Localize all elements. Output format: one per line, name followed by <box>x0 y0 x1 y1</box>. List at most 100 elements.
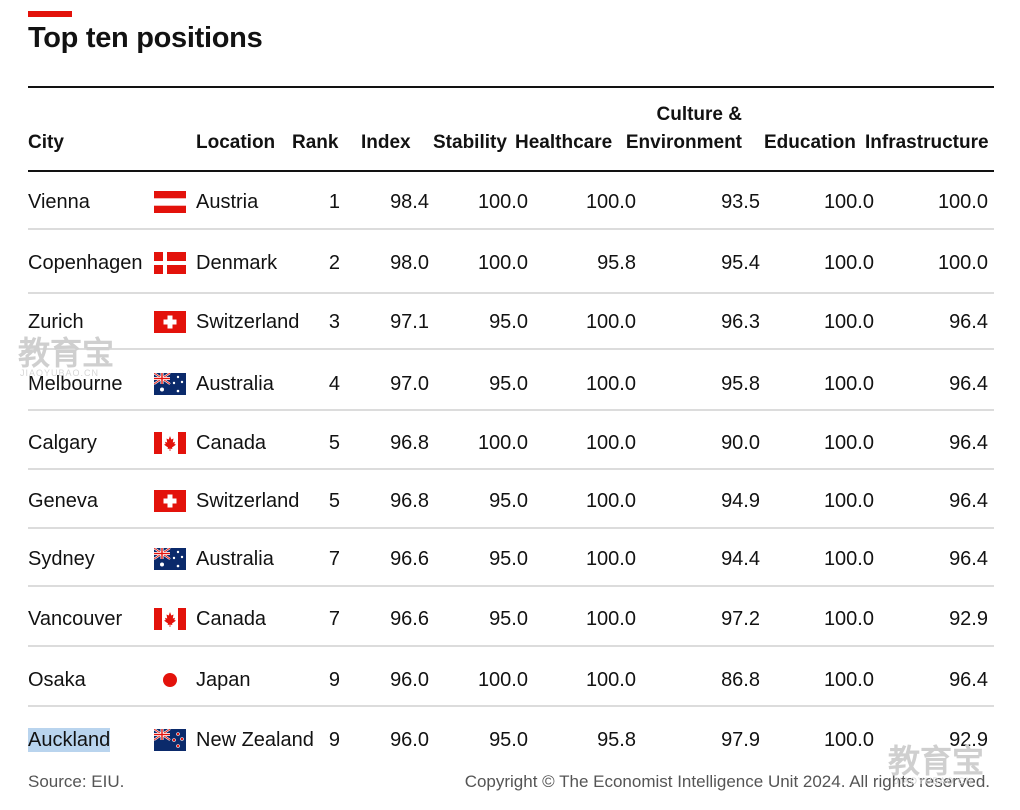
rank-value: 2 <box>328 252 340 274</box>
chart-title: Top ten positions <box>28 22 263 54</box>
healthcare-value: 100.0 <box>585 669 636 691</box>
location-name: Denmark <box>196 252 278 274</box>
healthcare-value: 100.0 <box>585 608 636 630</box>
healthcare-value: 100.0 <box>585 191 636 213</box>
stability-value: 95.0 <box>489 311 528 333</box>
japan-flag <box>154 669 186 691</box>
education-value: 100.0 <box>823 669 874 691</box>
city-name: Vancouver <box>28 608 123 630</box>
location-name: Switzerland <box>196 490 300 512</box>
switzerland-flag <box>154 490 186 512</box>
index-value: 96.0 <box>390 669 429 691</box>
rank-value: 9 <box>328 729 340 751</box>
index-value: 96.6 <box>390 608 429 630</box>
denmark-flag <box>154 252 186 274</box>
stability-value: 100.0 <box>477 669 528 691</box>
healthcare-value: 100.0 <box>585 548 636 570</box>
header-rule <box>28 170 994 172</box>
header-culture-line1: Culture & <box>656 104 743 125</box>
location-name: Canada <box>196 608 267 630</box>
rank-value: 7 <box>328 608 340 630</box>
infrastructure-value: 96.4 <box>949 373 988 395</box>
culture-value: 90.0 <box>721 432 760 454</box>
education-value: 100.0 <box>823 548 874 570</box>
infrastructure-value: 96.4 <box>949 311 988 333</box>
infrastructure-value: 96.4 <box>949 548 988 570</box>
index-value: 96.6 <box>390 548 429 570</box>
index-value: 98.0 <box>390 252 429 274</box>
header-education: Education <box>764 132 856 153</box>
culture-value: 94.9 <box>721 490 760 512</box>
healthcare-value: 95.8 <box>597 252 636 274</box>
education-value: 100.0 <box>823 252 874 274</box>
stability-value: 95.0 <box>489 373 528 395</box>
row-divider <box>28 645 994 647</box>
culture-value: 95.4 <box>721 252 760 274</box>
canada-flag <box>154 608 186 630</box>
city-name: Zurich <box>28 311 84 333</box>
culture-value: 95.8 <box>721 373 760 395</box>
infrastructure-value: 96.4 <box>949 490 988 512</box>
healthcare-value: 100.0 <box>585 311 636 333</box>
watermark-sub: JIAOYUBAO.CN <box>20 368 100 378</box>
healthcare-value: 100.0 <box>585 432 636 454</box>
rank-value: 5 <box>328 432 340 454</box>
healthcare-value: 95.8 <box>597 729 636 751</box>
copyright-note: Copyright © The Economist Intelligence U… <box>464 772 990 791</box>
location-name: Canada <box>196 432 267 454</box>
row-divider <box>28 585 994 587</box>
city-name: Sydney <box>28 548 95 570</box>
infrastructure-value: 100.0 <box>937 252 988 274</box>
new-zealand-flag <box>154 729 186 751</box>
education-value: 100.0 <box>823 191 874 213</box>
education-value: 100.0 <box>823 373 874 395</box>
location-name: Austria <box>196 191 259 213</box>
row-divider <box>28 468 994 470</box>
stability-value: 95.0 <box>489 608 528 630</box>
australia-flag <box>154 373 186 395</box>
city-name: Geneva <box>28 490 99 512</box>
culture-value: 97.2 <box>721 608 760 630</box>
index-value: 96.8 <box>390 432 429 454</box>
rank-value: 9 <box>328 669 340 691</box>
location-name: Japan <box>196 669 251 691</box>
stability-value: 95.0 <box>489 490 528 512</box>
infrastructure-value: 92.9 <box>949 729 988 751</box>
education-value: 100.0 <box>823 490 874 512</box>
city-name: Melbourne <box>28 373 123 395</box>
header-city: City <box>28 132 64 153</box>
location-name: Switzerland <box>196 311 300 333</box>
austria-flag <box>154 191 186 213</box>
city-name: Osaka <box>28 669 86 691</box>
header-stability: Stability <box>433 132 507 153</box>
culture-value: 94.4 <box>721 548 760 570</box>
watermark-sub-corner: JIAOYUBAO.CN <box>894 776 974 786</box>
location-name: Australia <box>196 548 274 570</box>
stability-value: 95.0 <box>489 729 528 751</box>
stability-value: 100.0 <box>477 252 528 274</box>
rank-value: 4 <box>328 373 340 395</box>
index-value: 97.0 <box>390 373 429 395</box>
rank-value: 7 <box>328 548 340 570</box>
stability-value: 95.0 <box>489 548 528 570</box>
culture-value: 93.5 <box>721 191 760 213</box>
education-value: 100.0 <box>823 311 874 333</box>
city-name: Copenhagen <box>28 252 143 274</box>
index-value: 96.8 <box>390 490 429 512</box>
header-healthcare: Healthcare <box>515 132 613 153</box>
infrastructure-value: 96.4 <box>949 669 988 691</box>
row-divider <box>28 409 994 411</box>
education-value: 100.0 <box>823 729 874 751</box>
stability-value: 100.0 <box>477 432 528 454</box>
city-name: Vienna <box>28 191 90 213</box>
healthcare-value: 100.0 <box>585 373 636 395</box>
infrastructure-value: 96.4 <box>949 432 988 454</box>
row-divider <box>28 292 994 294</box>
row-divider <box>28 228 994 230</box>
row-divider <box>28 705 994 707</box>
infrastructure-value: 92.9 <box>949 608 988 630</box>
header-culture-line2: Environment <box>625 132 742 153</box>
accent-bar <box>28 11 72 17</box>
header-index: Index <box>361 132 411 153</box>
index-value: 96.0 <box>390 729 429 751</box>
